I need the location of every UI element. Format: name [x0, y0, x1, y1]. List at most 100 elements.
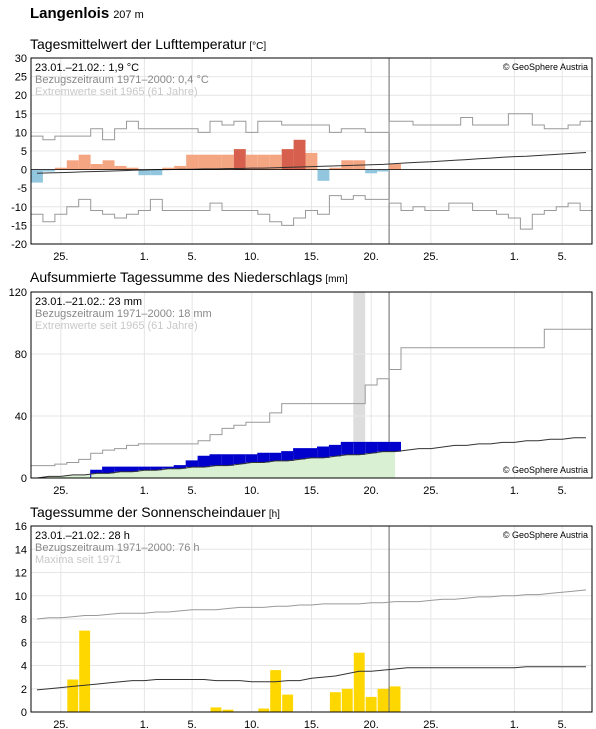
precip-bar — [233, 454, 246, 465]
temp-bar — [162, 167, 175, 170]
temp-xtick-label: 20. — [364, 251, 379, 263]
temp-bar — [365, 169, 378, 174]
precip-missing-band — [353, 292, 366, 478]
precip-bar — [174, 465, 187, 469]
precip-bar — [114, 467, 127, 472]
precip-xtick-label: 20. — [364, 485, 379, 497]
sun-ytick-label: 2 — [21, 684, 27, 696]
temp-ytick-label: 25 — [15, 72, 27, 84]
sun-bar — [377, 688, 389, 713]
precip-bar — [126, 467, 139, 472]
precip-bar — [269, 453, 282, 461]
temp-ytick-label: -10 — [11, 202, 27, 214]
precipitation-unit: [mm] — [325, 274, 348, 285]
temperature-title-text: Tagesmittelwert der Lufttemperatur — [30, 36, 247, 52]
precip-info-extreme: Extremwerte seit 1965 (61 Jahre) — [35, 320, 198, 332]
sunshine-title-text: Tagessumme der Sonnenscheindauer — [30, 504, 266, 520]
temp-ytick-label: -15 — [11, 220, 27, 232]
sun-bar — [210, 707, 222, 712]
temp-bar — [377, 169, 389, 172]
temp-bar — [90, 164, 103, 170]
precip-xtick-label: 25. — [423, 485, 438, 497]
sun-info-reference: Bezugszeitraum 1971–2000: 76 h — [35, 542, 200, 554]
temp-bar — [305, 152, 318, 170]
precipitation-title: Aufsummierte Tagessumme des Niederschlag… — [30, 269, 348, 285]
temp-bar — [389, 164, 401, 170]
sun-reference-line — [36, 666, 586, 691]
sun-maxima-line — [36, 589, 587, 620]
temp-bar — [54, 167, 67, 170]
precip-bar — [281, 451, 294, 461]
precip-xtick-label: 1. — [140, 485, 149, 497]
sun-ytick-label: 12 — [15, 568, 27, 580]
precip-xtick-label: 25. — [53, 485, 68, 497]
precip-bar — [293, 448, 306, 460]
sun-xtick-label: 5. — [558, 719, 567, 729]
sun-xtick-label: 1. — [510, 719, 519, 729]
temp-bar — [114, 165, 127, 170]
precip-bar — [341, 442, 354, 455]
precip-bar — [317, 447, 330, 458]
sun-xtick-label: 20. — [364, 719, 379, 729]
precip-xtick-label: 5. — [558, 485, 567, 497]
precip-bar — [162, 467, 175, 469]
temp-ytick-label: -5 — [17, 183, 27, 195]
precip-plot-border — [30, 291, 593, 479]
temp-bar — [293, 139, 306, 170]
temp-xtick-label: 1. — [140, 251, 149, 263]
temp-bar — [186, 154, 199, 170]
sun-xtick-label: 25. — [53, 719, 68, 729]
precip-bar — [389, 442, 401, 452]
station-altitude: 207 m — [113, 9, 144, 21]
precip-bar — [210, 454, 222, 466]
sun-bar — [341, 688, 353, 713]
temp-info-current: 23.01.–21.02.: 1,9 °C — [35, 62, 139, 74]
precip-bar — [257, 453, 270, 463]
sun-xtick-label: 15. — [304, 719, 319, 729]
temp-ytick-label: 30 — [15, 53, 27, 65]
sun-bar — [67, 679, 79, 712]
temp-bar — [31, 169, 43, 183]
temp-bar — [210, 154, 222, 170]
precip-xtick-label: 15. — [304, 485, 319, 497]
precip-bar — [150, 467, 163, 471]
temp-copyright: © GeoSphere Austria — [503, 62, 588, 72]
temp-xtick-label: 1. — [510, 251, 519, 263]
temp-bar — [150, 169, 163, 176]
precip-reference-line — [36, 437, 586, 479]
temp-bar — [138, 169, 151, 176]
temp-bar — [245, 154, 258, 170]
sun-bar — [79, 630, 91, 712]
sun-bar — [353, 652, 365, 712]
temp-reference-line — [36, 152, 587, 174]
temp-xtick-label: 5. — [558, 251, 567, 263]
precip-current-line — [31, 441, 401, 479]
temp-bar — [66, 160, 79, 170]
temp-bar — [257, 154, 270, 170]
temp-bar — [233, 149, 246, 170]
precip-ytick-label: 80 — [15, 349, 27, 361]
precip-bar — [102, 467, 115, 474]
sun-ytick-label: 0 — [21, 707, 27, 719]
station-name: Langenlois — [30, 5, 110, 22]
sun-xtick-label: 5. — [188, 719, 197, 729]
precip-bar — [222, 454, 234, 466]
temp-bar — [198, 154, 210, 170]
precip-bar — [377, 442, 389, 452]
temp-extreme-min-line — [31, 195, 592, 230]
precip-ytick-label: 120 — [9, 287, 27, 299]
sun-bar — [282, 694, 294, 712]
temp-bar — [222, 154, 234, 170]
precip-extreme-max-line — [31, 328, 592, 467]
temp-ytick-label: 0 — [21, 165, 27, 177]
sun-plot-border — [30, 525, 593, 713]
temp-ytick-label: 10 — [15, 127, 27, 139]
temp-info-extreme: Extremwerte seit 1965 (61 Jahre) — [35, 86, 198, 98]
sun-copyright: © GeoSphere Austria — [503, 530, 588, 540]
temp-xtick-label: 25. — [53, 251, 68, 263]
precip-bar — [329, 445, 342, 457]
precip-copyright: © GeoSphere Austria — [503, 465, 588, 475]
